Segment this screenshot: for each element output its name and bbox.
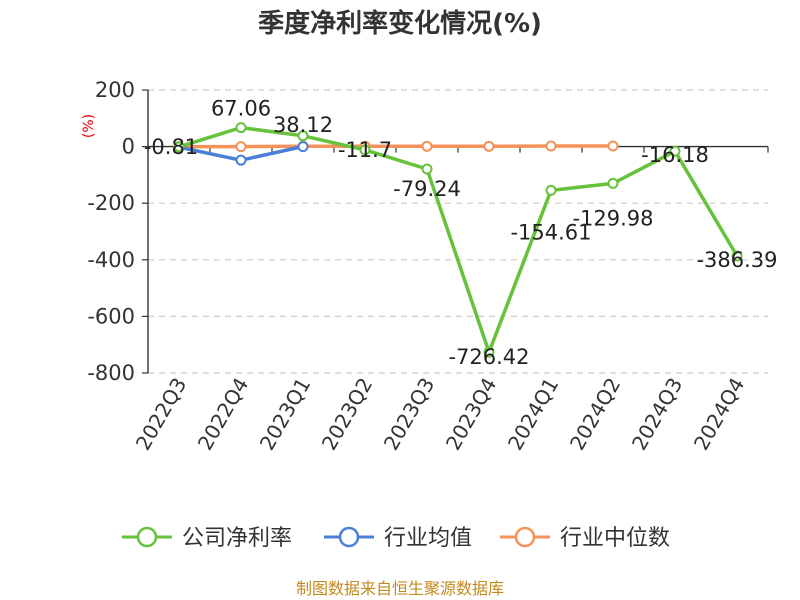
legend-marker [136,526,158,548]
data-point [669,145,681,157]
data-point [607,140,619,152]
series-points [173,122,743,358]
x-tick-label: 2024Q1 [503,374,563,455]
data-point [173,141,185,153]
data-label: -154.61 [510,220,591,244]
data-point [297,141,309,153]
series-line-0 [178,125,739,354]
y-tick-label: -600 [87,304,135,328]
data-label: -726.42 [448,345,529,369]
data-label: -16.18 [641,143,709,167]
data-point [483,346,495,358]
x-tick-label: 2022Q4 [193,374,253,455]
series-line-2 [179,144,613,149]
data-point [545,184,557,196]
y-tick-label: 0 [122,135,135,159]
data-point [297,130,309,142]
axes [142,89,769,374]
data-point [235,141,247,153]
data-point [421,140,433,152]
legend-label: 行业均值 [384,526,472,551]
data-point [607,177,619,189]
data-point [235,154,247,166]
legend: 公司净利率 行业均值 行业中位数 [122,526,670,551]
data-point [731,250,743,262]
data-point [545,140,557,152]
data-label: 38.12 [273,113,333,137]
x-tick-label: 2023Q1 [255,374,315,455]
legend-marker [338,526,360,548]
x-tick-label: 2023Q3 [379,374,439,455]
legend-marker [514,526,536,548]
x-tick-label: 2024Q3 [627,374,687,455]
data-point [483,140,495,152]
x-tick-label: 2024Q2 [565,374,625,455]
y-tick-label: -800 [87,361,135,385]
data-label: -79.24 [393,177,461,201]
data-label: 67.06 [211,97,271,121]
y-axis-unit: (%) [81,114,97,138]
chart-title: 季度净利率变化情况(%) [258,8,542,39]
data-point [235,122,247,134]
source-note: 制图数据来自恒生聚源数据库 [296,579,504,598]
x-tick-label: 2023Q4 [441,374,501,455]
data-label: -386.39 [696,248,777,272]
data-label: -129.98 [572,206,653,230]
data-point [359,144,371,156]
x-tick-label: 2023Q2 [317,374,377,455]
data-point [421,163,433,175]
legend-label: 公司净利率 [182,526,292,551]
x-axis-ticks: 2022Q3 2022Q4 2023Q1 2023Q2 2023Q3 2023Q4 2024… [131,374,749,455]
data-label: -0.81 [144,135,198,159]
legend-label: 行业中位数 [560,526,670,551]
y-tick-label: -400 [87,248,135,272]
x-tick-label: 2024Q4 [689,374,749,455]
y-tick-label: 200 [95,78,135,102]
y-axis-ticks: 200 0 -200 -400 -600 -800 [87,78,135,385]
y-tick-label: -200 [87,191,135,215]
data-label: -11.7 [338,138,392,162]
x-tick-label: 2022Q3 [131,374,191,455]
